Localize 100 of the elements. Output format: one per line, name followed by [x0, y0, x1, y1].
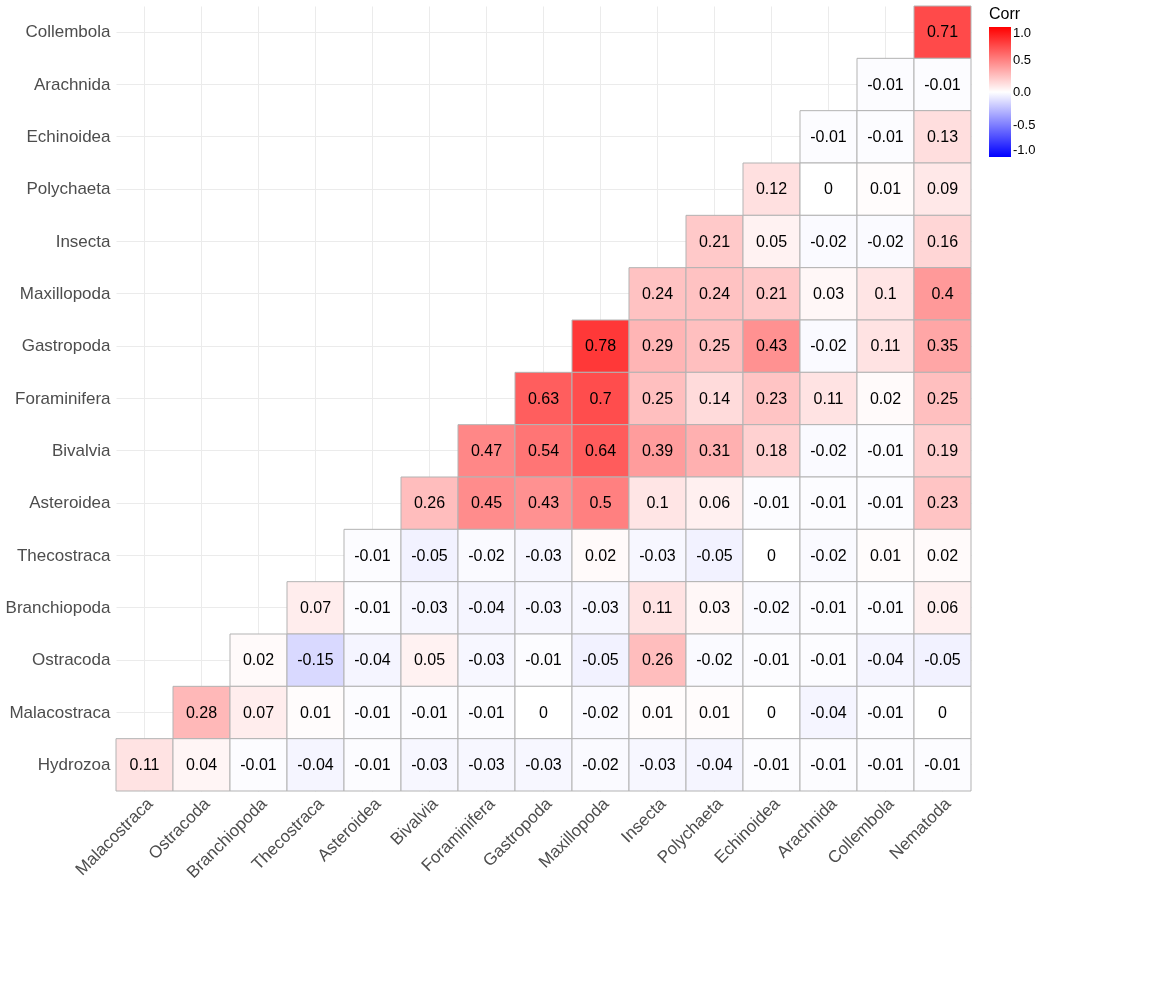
data-label: 0.7 — [589, 389, 612, 407]
data-label: -0.02 — [810, 546, 847, 564]
data-label: -0.04 — [867, 651, 904, 669]
data-label: 0.01 — [698, 703, 731, 721]
data-label: -0.01 — [525, 651, 562, 669]
data-label: 0.02 — [926, 546, 959, 564]
data-label: -0.01 — [810, 598, 847, 616]
data-label: -0.03 — [411, 755, 448, 773]
data-label: 0.1 — [646, 494, 669, 512]
data-label: 0.4 — [931, 284, 954, 302]
data-label: 0.18 — [755, 441, 788, 459]
color-bar-label: -1.0 — [1013, 142, 1036, 157]
y-tick-label: Collembola — [25, 22, 112, 42]
data-label: 0 — [539, 703, 549, 721]
data-label: -0.01 — [354, 598, 391, 616]
data-label: -0.01 — [867, 127, 904, 145]
data-label: 0.09 — [926, 180, 959, 198]
data-label: 0.13 — [926, 127, 959, 145]
data-label: -0.03 — [468, 755, 505, 773]
data-label: -0.04 — [468, 598, 505, 616]
data-label: -0.01 — [867, 598, 904, 616]
y-tick-label: Malacostraca — [9, 702, 112, 722]
data-label: 0.43 — [527, 494, 560, 512]
data-label: -0.02 — [582, 703, 619, 721]
data-label: -0.03 — [525, 755, 562, 773]
data-label: 0.31 — [698, 441, 731, 459]
data-label: 0.78 — [584, 337, 617, 355]
data-label: -0.01 — [753, 755, 790, 773]
data-label: 0.03 — [698, 598, 731, 616]
data-label: 0.25 — [698, 337, 731, 355]
data-label: 0.54 — [527, 441, 560, 459]
data-label: 0.25 — [926, 389, 959, 407]
color-bar-label: 0.0 — [1013, 84, 1032, 99]
data-label: -0.03 — [411, 598, 448, 616]
color-bar-label: -0.5 — [1013, 116, 1036, 132]
y-tick-label: Arachnida — [33, 74, 112, 94]
data-label: 0.26 — [413, 494, 446, 512]
data-label: 0.35 — [926, 337, 959, 355]
data-label: -0.01 — [354, 703, 391, 721]
data-label: 0.05 — [755, 232, 788, 250]
data-label: 0.04 — [185, 755, 218, 773]
data-label: 0.02 — [869, 389, 902, 407]
data-label: 0.28 — [185, 703, 218, 721]
data-label: -0.05 — [924, 651, 961, 669]
data-label: 0.24 — [698, 284, 731, 302]
data-label: -0.02 — [696, 651, 733, 669]
data-label: 0.1 — [874, 284, 897, 302]
data-label: -0.01 — [810, 127, 847, 145]
data-label: -0.02 — [468, 546, 505, 564]
y-tick-label: Insecta — [55, 231, 112, 251]
data-label: -0.02 — [867, 232, 904, 250]
data-label: -0.03 — [639, 755, 676, 773]
data-label: -0.03 — [525, 546, 562, 564]
data-label: 0.05 — [413, 651, 446, 669]
data-label: 0.19 — [926, 441, 959, 459]
data-label: -0.01 — [867, 703, 904, 721]
color-bar-label: 0.5 — [1013, 51, 1032, 67]
data-label: -0.03 — [525, 598, 562, 616]
y-tick-label: Polychaeta — [26, 179, 112, 199]
data-label: 0 — [767, 703, 777, 721]
data-label: -0.01 — [354, 755, 391, 773]
data-label: -0.01 — [924, 755, 961, 773]
data-label: 0.12 — [755, 180, 788, 198]
data-label: 0.07 — [242, 703, 275, 721]
y-tick-label: Maxillopoda — [19, 283, 112, 303]
y-tick-label: Echinoidea — [26, 126, 112, 146]
data-label: 0.21 — [698, 232, 731, 250]
data-label: -0.03 — [639, 546, 676, 564]
y-tick-label: Branchiopoda — [5, 597, 112, 617]
data-label: -0.01 — [240, 755, 277, 773]
data-label: 0.47 — [470, 441, 503, 459]
legend-title: Corr — [989, 5, 1021, 22]
data-label: 0.01 — [299, 703, 332, 721]
data-label: -0.05 — [411, 546, 448, 564]
data-label: 0.63 — [527, 389, 560, 407]
data-label: 0.07 — [299, 598, 332, 616]
data-label: -0.01 — [810, 755, 847, 773]
data-label: 0.11 — [129, 755, 160, 773]
data-label: -0.01 — [468, 703, 505, 721]
data-label: 0.26 — [641, 651, 674, 669]
data-label: 0.11 — [870, 337, 901, 355]
data-label: -0.04 — [810, 703, 847, 721]
data-label: -0.05 — [696, 546, 733, 564]
y-tick-label: Thecostraca — [16, 545, 112, 565]
data-label: 0.14 — [698, 389, 731, 407]
data-label: 0 — [767, 546, 777, 564]
data-label: -0.01 — [924, 75, 961, 93]
data-label: 0.03 — [812, 284, 845, 302]
data-label: 0.16 — [926, 232, 959, 250]
data-label: -0.01 — [867, 75, 904, 93]
data-label: 0.21 — [755, 284, 788, 302]
data-label: 0 — [824, 180, 834, 198]
data-label: 0.11 — [642, 598, 673, 616]
y-tick-label: Asteroidea — [29, 493, 112, 513]
data-label: -0.03 — [468, 651, 505, 669]
data-label: -0.05 — [582, 651, 619, 669]
data-label: 0.5 — [589, 494, 612, 512]
data-label: 0.06 — [698, 494, 731, 512]
data-label: -0.01 — [753, 494, 790, 512]
data-label: 0 — [938, 703, 948, 721]
